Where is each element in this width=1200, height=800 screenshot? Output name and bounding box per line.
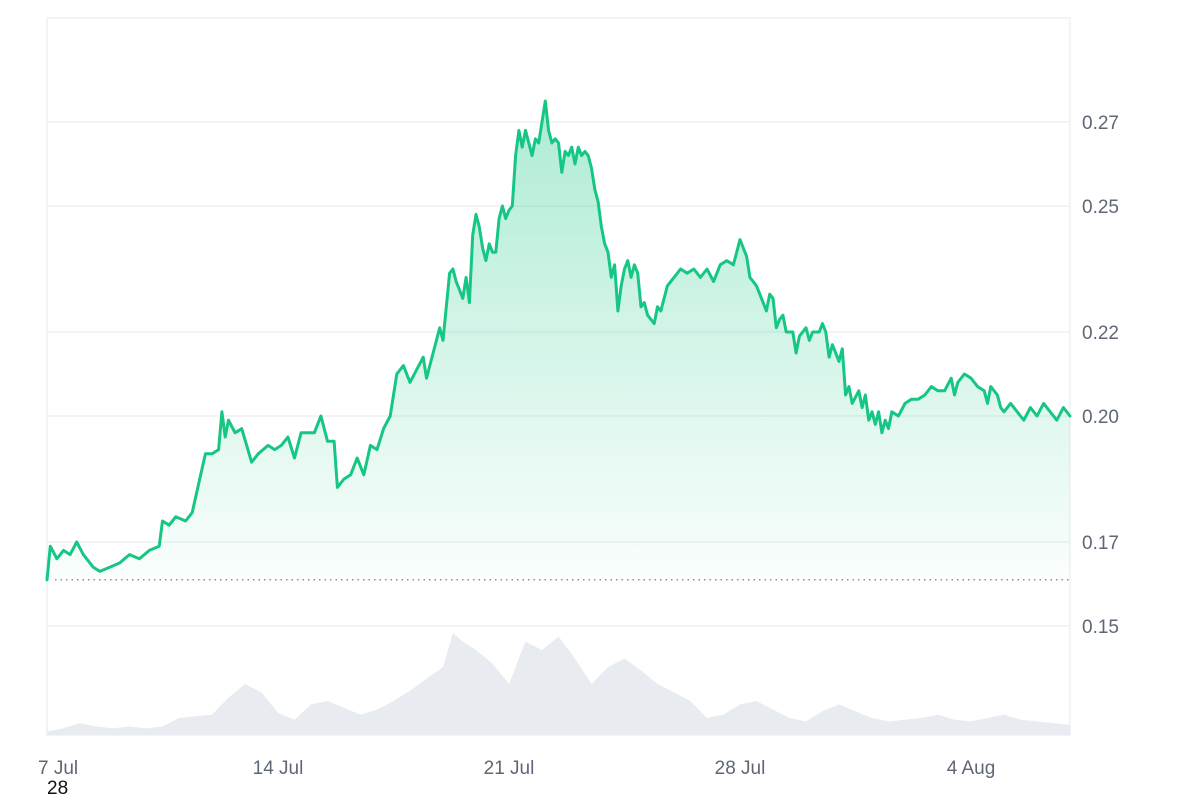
footnote-label: 28 [47, 778, 69, 799]
y-tick-label: 0.25 [1082, 197, 1119, 218]
y-axis-ticks: 0.27 0.25 0.22 0.20 0.17 0.15 [1082, 113, 1119, 638]
x-tick-label: 7 Jul [38, 758, 78, 779]
price-area [47, 101, 1070, 580]
y-tick-label: 0.22 [1082, 323, 1119, 344]
price-series-line [45, 99, 1072, 582]
y-tick-label: 0.17 [1082, 533, 1119, 554]
volume-area [47, 633, 1070, 735]
price-line [45, 99, 1072, 582]
x-tick-label: 14 Jul [253, 758, 304, 779]
y-tick-label: 0.27 [1082, 113, 1119, 134]
x-axis-ticks: 7 Jul 14 Jul 21 Jul 28 Jul 4 Aug [38, 758, 995, 779]
x-tick-label: 4 Aug [947, 758, 996, 779]
x-tick-label: 21 Jul [484, 758, 535, 779]
volume-shape [47, 633, 1070, 735]
y-tick-label: 0.15 [1082, 617, 1119, 638]
price-fill [47, 101, 1070, 580]
y-tick-label: 0.20 [1082, 407, 1119, 428]
x-tick-label: 28 Jul [715, 758, 766, 779]
